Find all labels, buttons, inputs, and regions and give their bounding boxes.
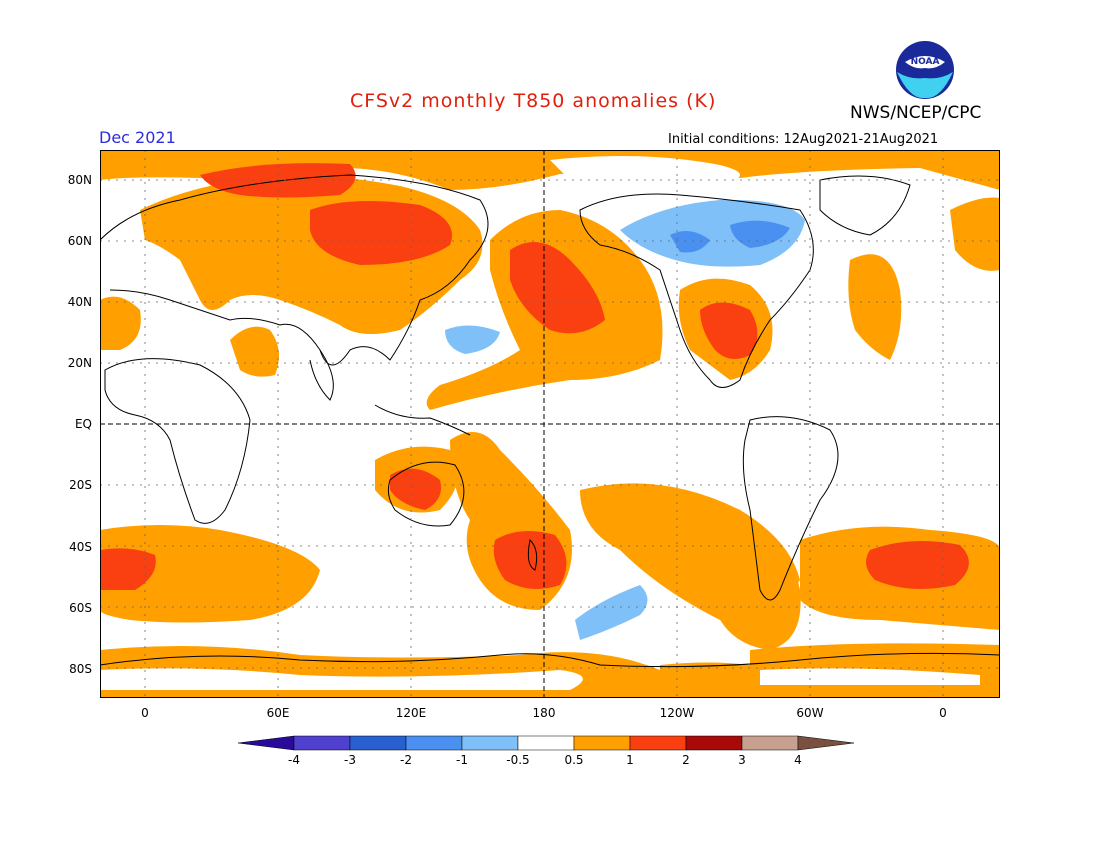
lon-label: 0: [939, 706, 947, 720]
color-legend: -4 -3 -2 -1 -0.5 0.5 1 2 3 4: [238, 735, 855, 767]
noaa-logo-text: NOAA: [911, 57, 940, 67]
neutral-region: [100, 156, 980, 690]
legend-swatch: [685, 735, 743, 751]
legend-swatch: [238, 735, 295, 751]
legend-label: -1: [456, 753, 468, 767]
lat-label: 20N: [67, 356, 92, 370]
initial-conditions-label: Initial conditions: 12Aug2021-21Aug2021: [668, 132, 939, 147]
lat-label: 40S: [69, 540, 92, 554]
legend-swatch: [461, 735, 519, 751]
anomaly-band-neg-1-to-neg-2: [670, 220, 790, 253]
legend-swatch: [293, 735, 351, 751]
legend-swatch: [349, 735, 407, 751]
legend-label: 3: [738, 753, 746, 767]
legend-label: -0.5: [506, 753, 529, 767]
lat-label: 40N: [67, 295, 92, 309]
noaa-logo: NOAA: [896, 41, 954, 99]
map-title: CFSv2 monthly T850 anomalies (K): [350, 90, 717, 112]
coastlines: [100, 174, 1000, 668]
legend-swatch: [405, 735, 463, 751]
lon-label: 60E: [266, 706, 290, 720]
legend-label: 4: [794, 753, 802, 767]
legend-label: 2: [682, 753, 690, 767]
lat-label: 20S: [69, 478, 92, 492]
lon-label: 60W: [796, 706, 824, 720]
lon-label: 0: [141, 706, 149, 720]
legend-swatch: [797, 735, 855, 751]
lat-label: 60N: [67, 234, 92, 248]
lat-label: 80N: [67, 173, 92, 187]
lat-label: 60S: [69, 601, 92, 615]
legend-label: -4: [288, 753, 300, 767]
agency-label: NWS/NCEP/CPC: [850, 103, 982, 123]
anomaly-band-neg-0-5-to-neg-1: [445, 199, 805, 640]
legend-label: -3: [344, 753, 356, 767]
legend-swatch: [741, 735, 799, 751]
legend-swatch: [517, 735, 575, 751]
anomaly-band-1-to-2: [100, 163, 969, 590]
valid-month-label: Dec 2021: [99, 128, 176, 147]
lat-label: 80S: [69, 662, 92, 676]
lon-label: 120E: [395, 706, 427, 720]
lon-label: 120W: [659, 706, 695, 720]
anomaly-map: [100, 150, 1000, 698]
lon-label: 180: [532, 706, 556, 720]
legend-label: 0.5: [564, 753, 583, 767]
legend-swatch: [629, 735, 687, 751]
legend-label: 1: [626, 753, 634, 767]
legend-swatch: [573, 735, 631, 751]
legend-label: -2: [400, 753, 412, 767]
lat-label: EQ: [74, 417, 92, 431]
equator-dateline: [100, 150, 1000, 698]
